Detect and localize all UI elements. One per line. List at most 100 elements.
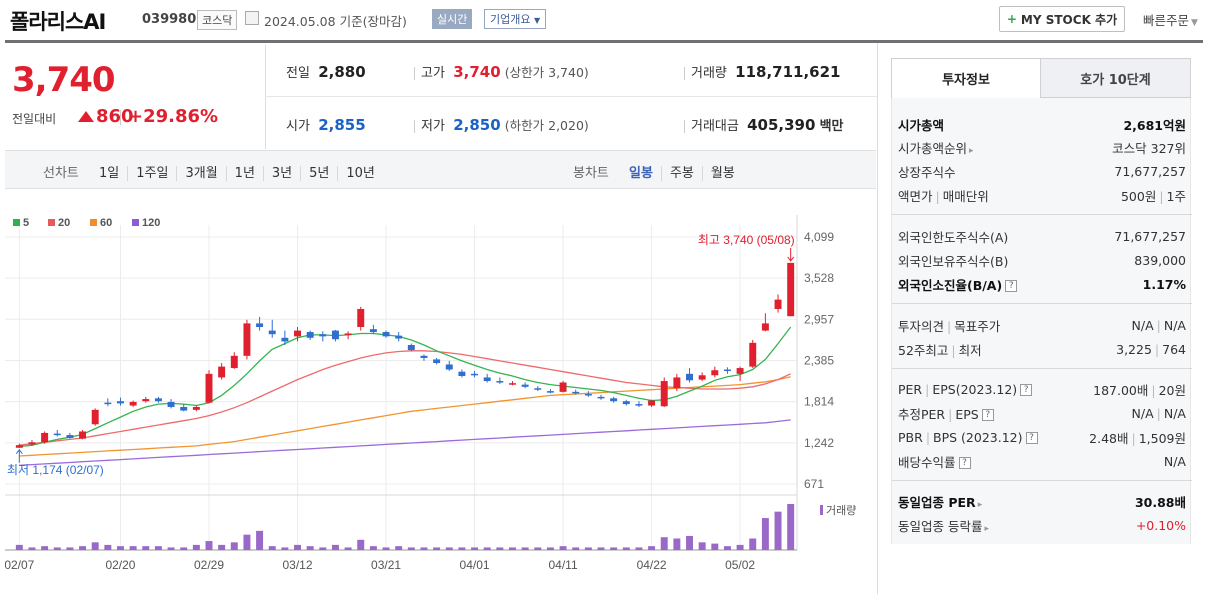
- candle-body: [521, 384, 529, 387]
- candle-body: [584, 394, 592, 396]
- info-tabs: 투자정보 호가 10단계: [891, 58, 1191, 98]
- candle-body: [344, 333, 352, 335]
- period-option-4[interactable]: 3년: [262, 166, 293, 181]
- sector-per-row[interactable]: 동일업종 PER ▸ 30.88배: [898, 494, 1186, 510]
- help-icon[interactable]: ?: [1025, 432, 1038, 444]
- candle-body: [306, 332, 314, 338]
- candle-body: [294, 330, 301, 337]
- candle-chart-label: 봉차트: [573, 166, 609, 181]
- y-tick-label: 4,099: [804, 230, 834, 244]
- volume-bar: [622, 547, 630, 550]
- volume-bar: [774, 511, 782, 550]
- candle-body: [357, 308, 365, 327]
- candle-body: [471, 373, 479, 376]
- candle-option-1[interactable]: 주봉: [660, 166, 694, 181]
- candle-option-0[interactable]: 일봉: [629, 166, 653, 181]
- candle-body: [256, 323, 264, 327]
- period-option-6[interactable]: 10년: [337, 166, 375, 181]
- volume-bar: [91, 542, 99, 550]
- candle-body: [15, 445, 23, 448]
- candle-body: [420, 355, 428, 358]
- legend-swatch: [132, 219, 139, 226]
- candle-body: [660, 381, 668, 407]
- candle-body: [597, 396, 605, 399]
- mktcap-rank-row[interactable]: 시가총액순위 ▸ 코스닥 327위: [898, 140, 1186, 156]
- legend-label: 60: [100, 217, 112, 229]
- corp-info-dropdown[interactable]: 기업개요 ▼: [484, 9, 547, 29]
- candle-body: [129, 401, 137, 406]
- candle-body: [154, 398, 162, 402]
- volume: 거래량 118,711,621: [684, 62, 841, 81]
- quote-date: 2024.05.08 기준(장마감): [264, 14, 407, 29]
- mktcap-row: 시가총액 2,681억원: [898, 117, 1186, 133]
- est-per-row: 추정PER | EPS? N/A | N/A: [898, 405, 1186, 422]
- y-tick-label: 2,385: [804, 354, 834, 368]
- price-chart[interactable]: 4,099 3,528 2,957 2,385 1,814 1,242 671 02/07 02…: [5, 195, 877, 594]
- candle-body: [749, 342, 757, 367]
- candle-body: [79, 431, 87, 439]
- prev-close: 전일 2,880: [286, 63, 366, 81]
- volume-bar: [268, 546, 276, 550]
- stock-header: 폴라리스AI 039980 코스닥 2024.05.08 기준(장마감) 실시간…: [0, 0, 1206, 40]
- legend-swatch: [90, 219, 97, 226]
- volume-bar: [53, 547, 61, 550]
- tab-invest-info[interactable]: 투자정보: [891, 58, 1041, 98]
- candle-body: [41, 432, 49, 443]
- volume-bar: [559, 546, 567, 550]
- chart-background: [5, 195, 876, 593]
- candle-body: [673, 377, 681, 389]
- quote-summary: [265, 45, 877, 149]
- volume-bar: [230, 542, 238, 550]
- candle-body: [28, 442, 36, 445]
- volume-bar: [79, 546, 87, 550]
- candle-body: [180, 406, 188, 411]
- candle-body: [546, 391, 554, 393]
- help-icon[interactable]: ?: [1005, 280, 1018, 292]
- period-option-0[interactable]: 1일: [99, 166, 120, 181]
- help-icon[interactable]: ?: [1020, 384, 1033, 396]
- period-option-3[interactable]: 1년: [225, 166, 255, 181]
- volume-bar: [534, 547, 542, 550]
- divider: [892, 480, 1192, 481]
- period-option-5[interactable]: 5년: [300, 166, 330, 181]
- volume-bar: [648, 546, 656, 550]
- help-icon[interactable]: ?: [981, 409, 994, 421]
- volume-bar: [331, 544, 339, 550]
- volume-bar: [407, 547, 415, 550]
- tab-orderbook[interactable]: 호가 10단계: [1040, 58, 1191, 98]
- candle-body: [445, 364, 453, 370]
- candle-body: [281, 337, 289, 342]
- opinion-row: 투자의견 | 목표주가 N/A | N/A: [898, 317, 1186, 334]
- candle-body: [458, 371, 466, 376]
- legend-label: 20: [58, 217, 70, 229]
- volume-bar: [281, 547, 289, 550]
- volume-bar: [192, 544, 200, 550]
- legend-label: 120: [142, 217, 160, 229]
- x-tick-label: 03/12: [283, 558, 313, 572]
- help-icon[interactable]: ?: [958, 457, 971, 469]
- candle-body: [534, 388, 542, 390]
- sector-change-row[interactable]: 동일업종 등락률 ▸ +0.10%: [898, 517, 1186, 534]
- candle-option-2[interactable]: 월봉: [701, 166, 735, 181]
- quick-order-button[interactable]: 빠른주문 ▼: [1143, 13, 1198, 28]
- candle-body: [167, 401, 175, 407]
- volume-bar: [66, 547, 74, 550]
- candle-body: [774, 299, 782, 309]
- volume-label: 거래량: [826, 504, 856, 517]
- candle-body: [395, 335, 403, 339]
- candle-body: [483, 377, 491, 382]
- volume-bar: [749, 538, 757, 550]
- candle-body: [509, 383, 516, 385]
- period-option-2[interactable]: 3개월: [176, 166, 218, 181]
- my-stock-add-button[interactable]: + MY STOCK 추가: [999, 6, 1125, 32]
- moving-average-ma120: [19, 419, 791, 466]
- volume-bar: [483, 547, 491, 550]
- volume-bar: [117, 546, 124, 550]
- period-option-1[interactable]: 1주일: [127, 166, 169, 181]
- realtime-badge[interactable]: 실시간: [432, 9, 473, 29]
- volume-bar: [15, 544, 23, 550]
- low-price: 저가 2,850 (하한가 2,020): [414, 115, 589, 134]
- candle-body: [635, 404, 643, 406]
- x-tick-label: 02/20: [105, 558, 135, 572]
- w52-row: 52주최고 | 최저 3,225 | 764: [898, 341, 1186, 358]
